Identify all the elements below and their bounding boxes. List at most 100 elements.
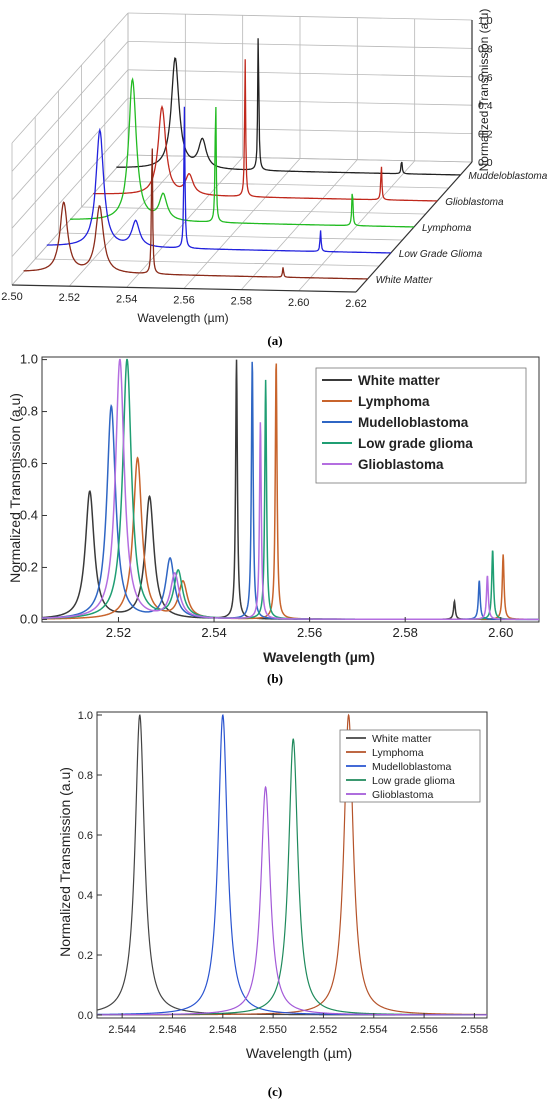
- panel-b-legend-label: White matter: [358, 373, 441, 388]
- panel-c-legend-label: Low grade glioma: [372, 775, 455, 787]
- panel-c-legend-label: Mudelloblastoma: [372, 761, 452, 773]
- panel-c-y-tick-label: 0.0: [78, 1010, 93, 1022]
- panel-c-y-tick-label: 0.8: [78, 770, 93, 782]
- panel-a-side-gridline: [11, 154, 129, 286]
- panel-a-side-gridline: [11, 97, 129, 229]
- panel-b-x-tick-label: 2.58: [393, 625, 418, 640]
- panel-a-z-tick-label: 0.0: [478, 157, 493, 169]
- panel-a-side-gridline: [11, 69, 129, 201]
- panel-b-y-tick-label: 0.2: [20, 559, 38, 574]
- panel-b-chart: 2.52 2.54 2.56 2.58 2.60 0.0 0.2 0.4 0.6 0.8 1.0 W…: [7, 352, 540, 686]
- panel-c-x-axis-title: Wavelength (µm): [246, 1045, 352, 1061]
- panel-a-side-gridline: [11, 126, 129, 257]
- panel-a-z-tick-label: 0.6: [478, 72, 493, 84]
- panel-a-z-tick-label: 1.0: [478, 15, 493, 27]
- panel-a-floor-gridline: [104, 180, 449, 189]
- panel-c-x-tick-label: 2.552: [310, 1024, 338, 1036]
- panel-b-y-axis-title: Normalized Transmission (a.u): [7, 393, 23, 583]
- panel-a-x-tick-label: 2.58: [231, 296, 252, 308]
- panel-a-floor-gridline: [298, 160, 415, 292]
- panel-c-y-axis-title: Normalized Transmission (a.u): [57, 767, 73, 957]
- panel-b-series-line: [42, 358, 539, 621]
- panel-a-series-line: [116, 38, 461, 176]
- panel-a-z-axis-title: Normalized Transmission (a.u): [477, 9, 491, 172]
- panel-b-legend-label: Glioblastoma: [358, 457, 444, 472]
- panel-c-x-tick-label: 2.556: [410, 1024, 438, 1036]
- panel-a-floor-gridline: [58, 232, 403, 241]
- panel-a-z-tick-label: 0.2: [478, 129, 493, 141]
- panel-c-y-tick-label: 1.0: [78, 710, 93, 722]
- panel-c-x-tick-label: 2.544: [108, 1024, 136, 1036]
- panel-b-y-tick-label: 0.4: [20, 507, 38, 522]
- panel-b-legend-label: Low grade glioma: [358, 436, 473, 451]
- panel-a-series-line: [46, 106, 391, 254]
- panel-a-depth-label: Muddeloblastoma: [468, 171, 547, 182]
- panel-b-legend-label: Lymphoma: [358, 394, 430, 409]
- panel-c-series-group: [97, 713, 487, 1016]
- panel-b-x-tick-label: 2.52: [106, 625, 131, 640]
- panel-b-series-group: [42, 358, 539, 621]
- panel-c-chart: 2.544 2.546 2.548 2.550 2.552 2.554 2.556 2.558…: [57, 710, 488, 1099]
- panel-a-floor-gridline: [81, 206, 426, 215]
- panel-a-series-line: [23, 148, 368, 280]
- panel-a-floor-gridline: [35, 258, 380, 267]
- panel-c-y-tick-label: 0.2: [78, 950, 93, 962]
- panel-c-x-tick-label: 2.546: [159, 1024, 187, 1036]
- panel-a-ticks: 2.50 2.52 2.54 2.56 2.58 2.60 2.62 0.0 0.2 0.4 0.6…: [1, 15, 547, 310]
- panel-c-series-line: [97, 785, 487, 1016]
- panel-a-floor-gridline: [69, 155, 186, 287]
- panel-a-wall-gridline: [127, 126, 473, 134]
- panel-a-x-tick-label: 2.52: [59, 292, 80, 304]
- panel-b-y-tick-label: 0.0: [20, 611, 38, 626]
- panel-b-x-tick-label: 2.60: [488, 625, 513, 640]
- panel-a-x-tick-label: 2.56: [173, 295, 194, 307]
- panel-c-caption: (c): [268, 1084, 282, 1099]
- panel-b-y-tick-label: 0.6: [20, 456, 38, 471]
- panel-c-legend-label: Glioblastoma: [372, 789, 433, 801]
- panel-c-x-tick-label: 2.548: [209, 1024, 237, 1036]
- panel-a-series-line: [93, 59, 438, 202]
- panel-a-floor-gridline: [126, 157, 243, 288]
- panel-a-side-gridline: [11, 41, 129, 172]
- panel-a-x-tick-label: 2.62: [345, 298, 366, 310]
- panel-a-x-tick-label: 2.50: [1, 291, 22, 303]
- panel-a-z-tick-label: 0.8: [478, 43, 493, 55]
- panel-c-legend: White matter Lymphoma Mudelloblastoma Low g…: [339, 729, 481, 803]
- panel-c-y-tick-label: 0.6: [78, 830, 93, 842]
- panel-a-x-tick-label: 2.60: [288, 297, 309, 309]
- panel-a-wall-gridline: [127, 41, 473, 49]
- panel-b-x-tick-label: 2.54: [201, 625, 226, 640]
- panel-b-y-tick-label: 1.0: [20, 352, 38, 367]
- panel-c-legend-label: Lymphoma: [372, 747, 424, 759]
- panel-b-x-axis-title: Wavelength (µm): [263, 649, 375, 665]
- panel-a-series-line: [70, 77, 414, 228]
- panel-a-depth-label: White Matter: [376, 275, 433, 286]
- panel-c-y-tick-label: 0.4: [78, 890, 93, 902]
- panel-b-ticks: 2.52 2.54 2.56 2.58 2.60 0.0 0.2 0.4 0.6 0.8 1.0: [20, 352, 514, 640]
- panel-c-x-tick-label: 2.550: [259, 1024, 287, 1036]
- panel-a-grid: [11, 12, 473, 293]
- panel-b-legend: White matter Lymphoma Mudelloblastoma Low g…: [315, 367, 527, 484]
- panel-b-caption: (b): [267, 671, 283, 686]
- panel-b-legend-label: Mudelloblastoma: [358, 415, 469, 430]
- panel-a-side-gridline: [11, 12, 129, 144]
- panel-a-wall-gridline: [127, 97, 473, 106]
- panel-c-legend-label: White matter: [372, 733, 432, 745]
- panel-a-wall-gridline: [127, 69, 473, 78]
- panel-b-y-tick-label: 0.8: [20, 404, 38, 419]
- panel-c-ticks: 2.544 2.546 2.548 2.550 2.552 2.554 2.556 2.558…: [78, 710, 488, 1036]
- panel-a-z-tick-label: 0.4: [478, 100, 493, 112]
- panel-c-x-tick-label: 2.558: [461, 1024, 489, 1036]
- panel-a-wall-gridline: [127, 12, 473, 21]
- panel-a-curves: [23, 38, 461, 280]
- panel-a-depth-label: Glioblastoma: [445, 197, 504, 208]
- panel-a-x-tick-label: 2.54: [116, 293, 137, 305]
- panel-a-x-axis-title: Wavelength (µm): [137, 311, 228, 325]
- panel-a-caption: (a): [267, 333, 282, 348]
- panel-a-depth-label: Low Grade Glioma: [399, 249, 483, 260]
- panel-c-x-tick-label: 2.554: [360, 1024, 388, 1036]
- panel-a-3d-chart: 2.50 2.52 2.54 2.56 2.58 2.60 2.62 0.0 0.2 0.4 0.6…: [1, 9, 547, 348]
- panel-a-depth-label: Lymphoma: [422, 223, 472, 234]
- panel-a-x-axis: [11, 284, 357, 293]
